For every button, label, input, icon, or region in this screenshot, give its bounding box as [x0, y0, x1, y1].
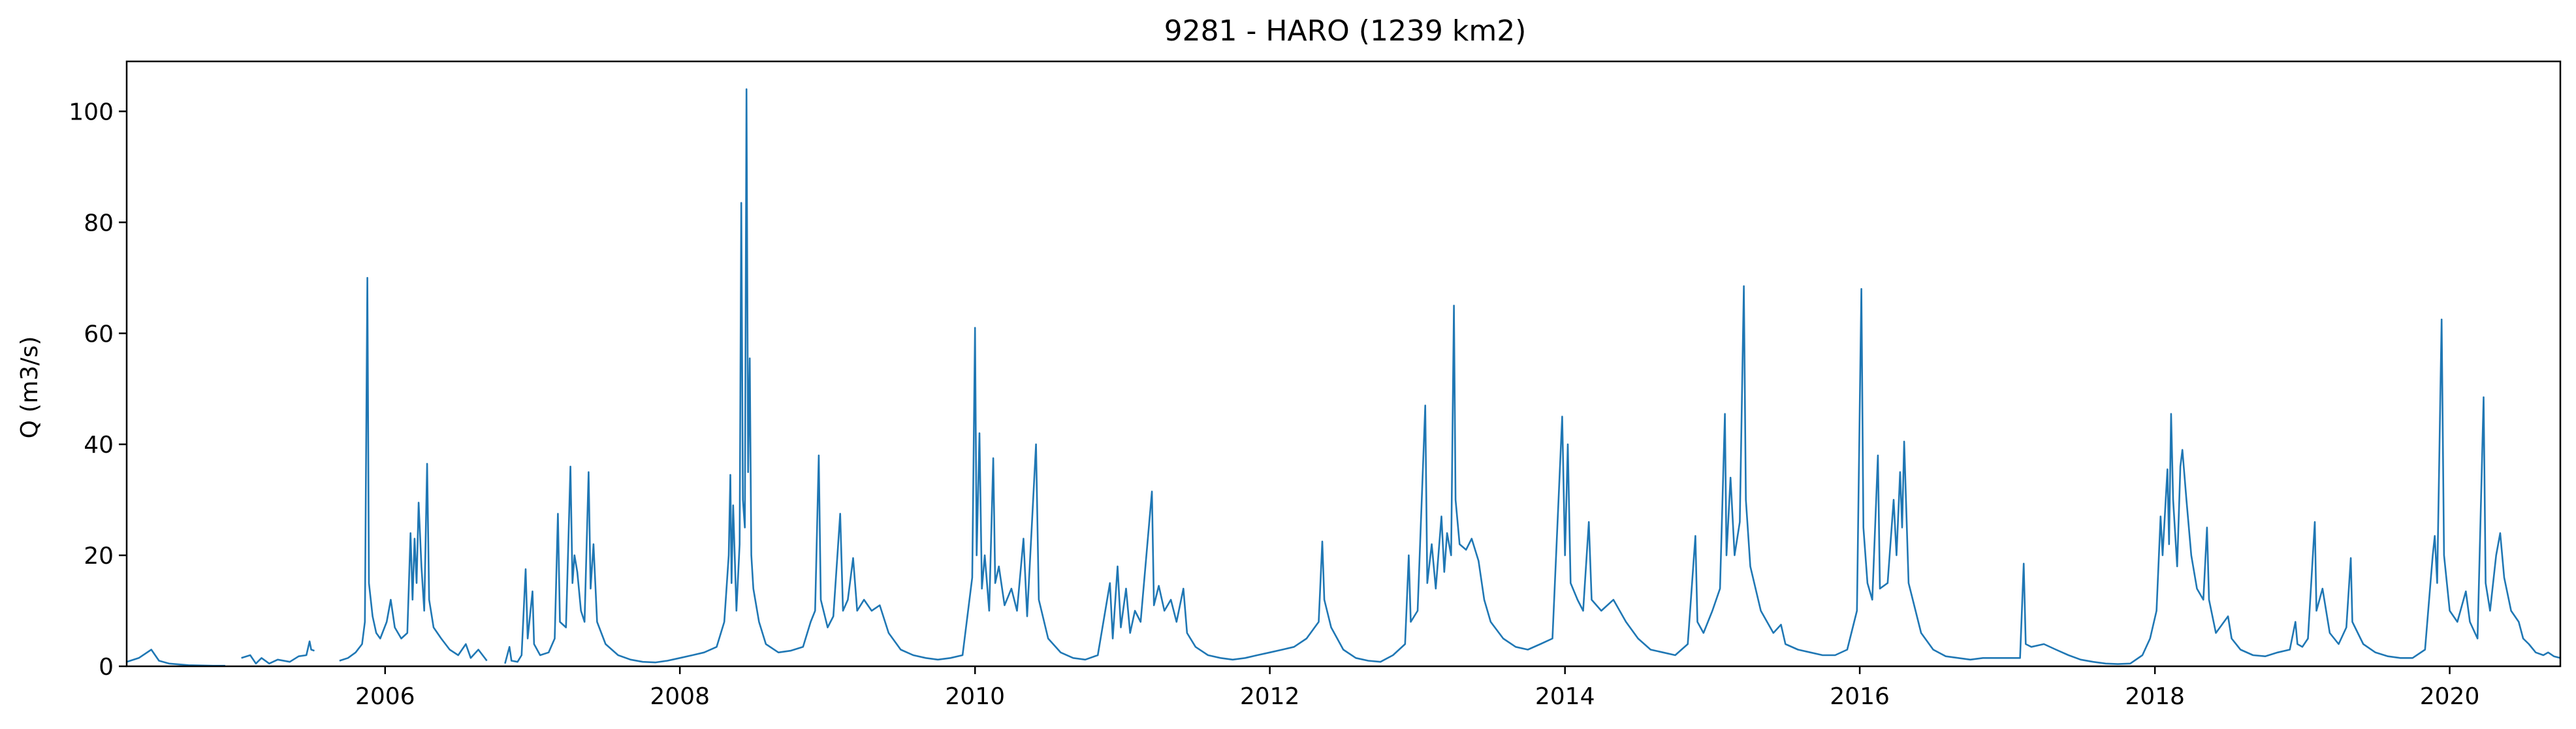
discharge-series-line	[126, 649, 225, 667]
x-tick-label: 2018	[2125, 683, 2185, 710]
x-tick-label: 2006	[355, 683, 415, 710]
x-tick-label: 2008	[650, 683, 710, 710]
chart-title: 9281 - HARO (1239 km2)	[1164, 14, 1527, 48]
plot-frame	[125, 60, 2562, 668]
series-layer	[126, 88, 2561, 667]
y-axis-label: Q (m3/s)	[16, 336, 43, 439]
x-tick-label: 2012	[1240, 683, 1300, 710]
y-tick-label: 60	[84, 321, 114, 348]
x-tick-label: 2014	[1535, 683, 1595, 710]
y-axis-ticks: 0 20 40 60 80 100	[69, 99, 127, 681]
discharge-series-line	[504, 88, 2561, 665]
x-tick-label: 2016	[1830, 683, 1890, 710]
discharge-series-line	[241, 640, 315, 665]
y-tick-label: 80	[84, 210, 114, 236]
discharge-series-line	[339, 276, 488, 662]
x-tick-label: 2010	[945, 683, 1005, 710]
x-axis-ticks: 2006 2008 2010 2012 2014 2016 2018 2020	[355, 666, 2479, 710]
y-tick-label: 20	[84, 543, 114, 570]
y-tick-label: 0	[99, 654, 114, 681]
y-tick-label: 40	[84, 432, 114, 459]
y-tick-label: 100	[69, 99, 114, 125]
x-tick-label: 2020	[2420, 683, 2480, 710]
